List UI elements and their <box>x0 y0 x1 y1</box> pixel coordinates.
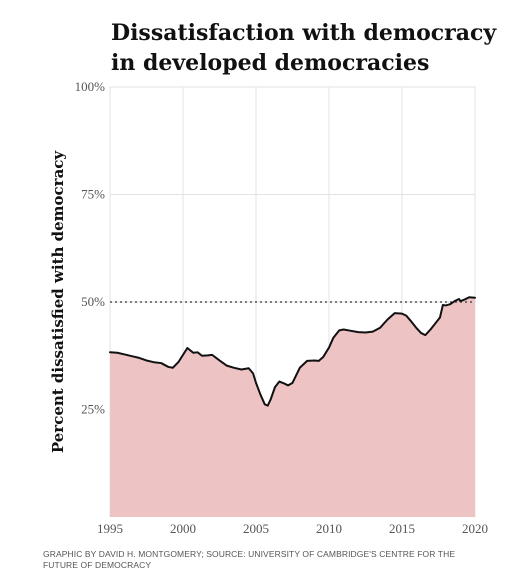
title-line-2: in developed democracies <box>111 50 430 76</box>
dissatisfaction-area <box>110 297 475 517</box>
x-tick-label: 2005 <box>243 521 269 536</box>
y-tick-label: 50% <box>81 294 105 309</box>
chart-title: Dissatisfaction with democracy in develo… <box>111 18 511 78</box>
source-credit: GRAPHIC BY DAVID H. MONTGOMERY; SOURCE: … <box>43 549 483 571</box>
dissatisfaction-line <box>109 296 476 407</box>
y-tick-label: 25% <box>81 402 105 417</box>
y-axis-label: Percent dissatisfied with democracy <box>49 150 67 454</box>
x-tick-label: 2010 <box>316 521 342 536</box>
title-line-1: Dissatisfaction with democracy <box>111 20 497 46</box>
source-credit-line-2: FUTURE OF DEMOCRACY <box>43 560 152 570</box>
x-tick-label: 2000 <box>170 521 196 536</box>
x-tick-label: 2020 <box>462 521 488 536</box>
chart-svg: 1995 2000 2005 2010 2015 2020 25% 50% 75% 100% Pe… <box>49 79 488 536</box>
y-tick-label: 100% <box>75 79 106 94</box>
x-tick-label: 2015 <box>389 521 415 536</box>
y-tick-label: 75% <box>81 187 105 202</box>
x-tick-label: 1995 <box>97 521 123 536</box>
source-credit-line-1: GRAPHIC BY DAVID H. MONTGOMERY; SOURCE: … <box>43 549 456 559</box>
tick-label-layer: 1995 2000 2005 2010 2015 2020 25% 50% 75% 100% <box>75 79 488 536</box>
